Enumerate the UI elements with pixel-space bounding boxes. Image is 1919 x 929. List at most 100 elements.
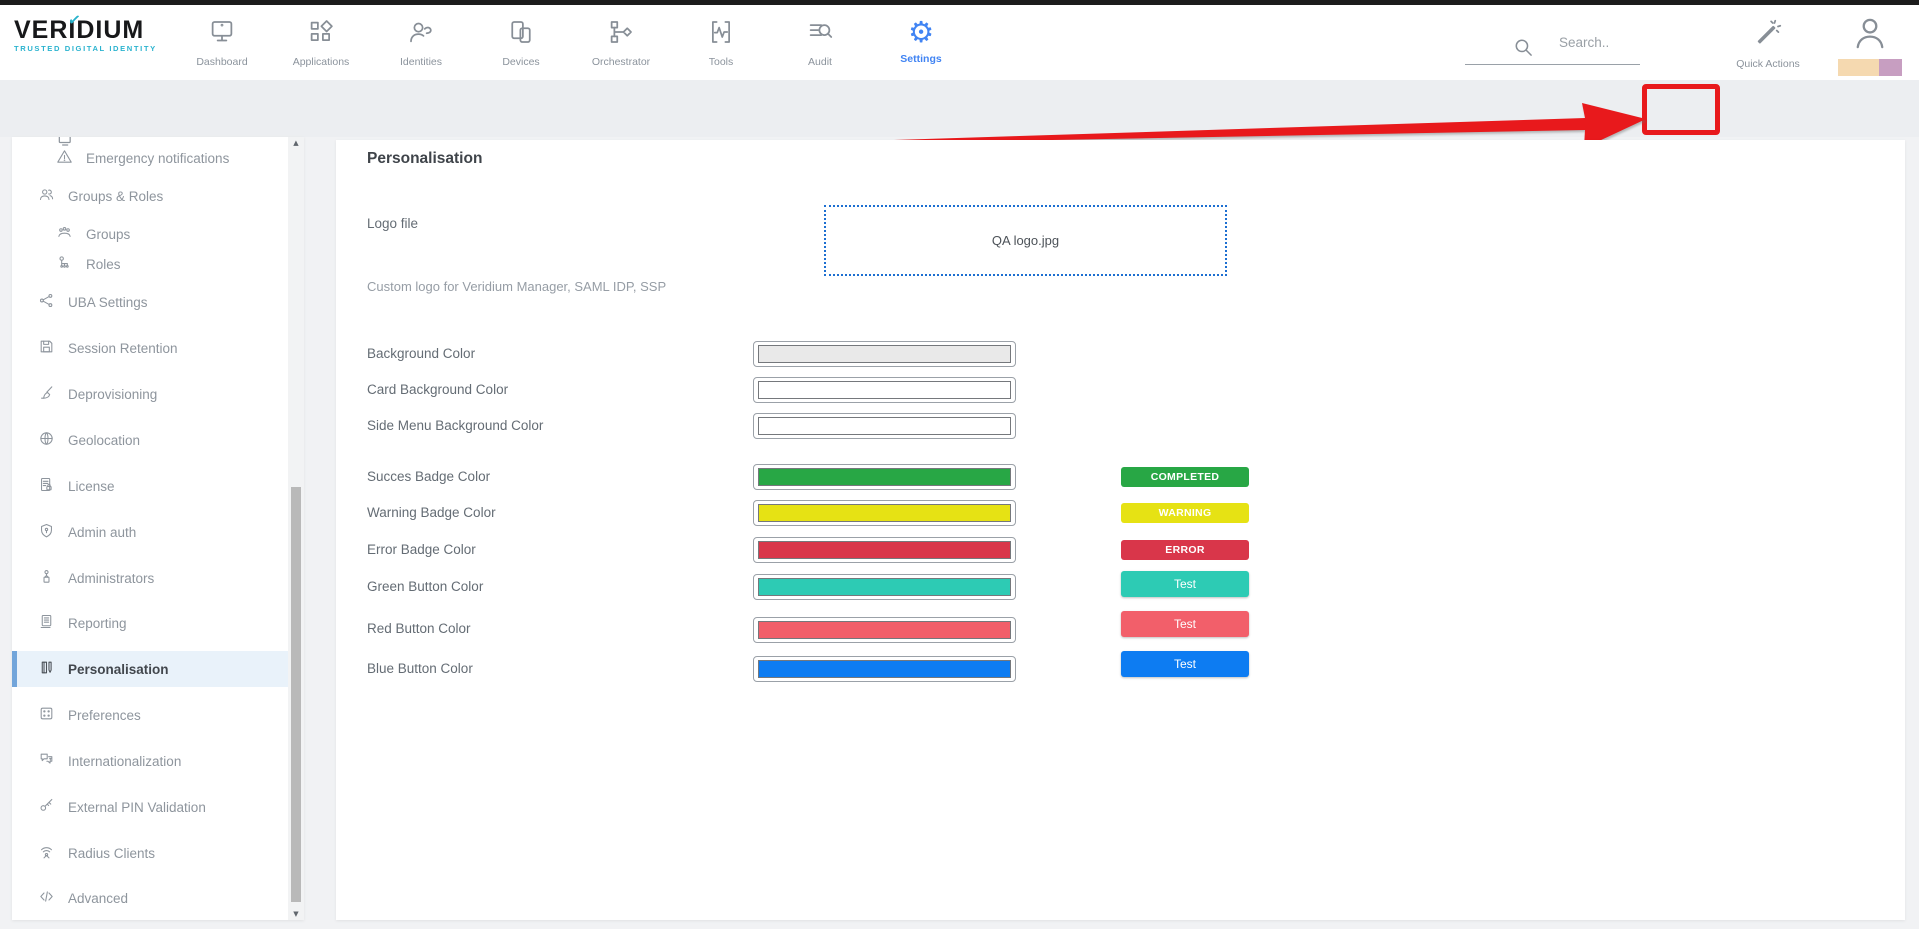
language-bubbles-icon — [38, 751, 55, 771]
red-button-color-field[interactable] — [753, 617, 1016, 643]
share-nodes-icon — [38, 292, 55, 312]
success-badge-color-field[interactable] — [753, 464, 1016, 490]
quick-actions-button[interactable]: Quick Actions — [1718, 17, 1818, 70]
sidebar-item-session-retention[interactable]: Session Retention — [12, 333, 288, 363]
side-menu-background-color-field[interactable] — [753, 413, 1016, 439]
nav-item-orchestrator[interactable]: Orchestrator — [571, 17, 671, 68]
sidebar-item-admin-auth[interactable]: Admin auth — [12, 517, 288, 547]
warning-triangle-icon — [56, 148, 73, 168]
gear-icon: ⚙ — [908, 15, 934, 49]
error-badge-color-label: Error Badge Color — [367, 542, 476, 557]
nav-item-applications[interactable]: Applications — [271, 17, 371, 68]
key-icon — [38, 797, 55, 817]
error-badge-color-field[interactable] — [753, 537, 1016, 563]
sidebar-item-emergency-notifications[interactable]: Emergency notifications — [12, 143, 288, 173]
search-icon — [1515, 39, 1532, 56]
globe-icon — [38, 430, 55, 450]
error-badge-color-swatch — [758, 541, 1011, 559]
breadcrumb-bar: Home / Settings / Personalisation Save R… — [0, 80, 1919, 203]
brand-tagline: TRUSTED DIGITAL IDENTITY — [14, 44, 157, 53]
avatar-person-icon — [1849, 18, 1891, 59]
background-color-swatch — [758, 345, 1011, 363]
sidebar-item-roles[interactable]: Roles — [12, 249, 288, 279]
sidebar-item-groups[interactable]: Groups — [12, 219, 288, 249]
nav-item-devices[interactable]: Devices — [471, 17, 571, 68]
green-button-color-label: Green Button Color — [367, 579, 484, 594]
scroll-down-arrow[interactable]: ▼ — [293, 910, 299, 918]
sidebar-item-geolocation[interactable]: Geolocation — [12, 425, 288, 455]
warning-badge-color-label: Warning Badge Color — [367, 505, 496, 520]
logo-file-dropzone[interactable]: QA logo.jpg — [824, 205, 1227, 276]
background-color-field[interactable] — [753, 341, 1016, 367]
sidebar-item-internationalization[interactable]: Internationalization — [12, 746, 288, 776]
magic-wand-icon — [1753, 19, 1783, 51]
red-button-color-label: Red Button Color — [367, 621, 471, 636]
side-menu-background-color-swatch — [758, 417, 1011, 435]
monitor-icon — [207, 17, 237, 49]
document-lock-icon — [38, 476, 55, 496]
search-box — [1465, 30, 1641, 65]
sidebar-item-uba-settings[interactable]: UBA Settings — [12, 287, 288, 317]
veridium-logo[interactable]: VERIDIUM ✓ TRUSTED DIGITAL IDENTITY — [14, 11, 184, 53]
warning-badge-color-field[interactable] — [753, 500, 1016, 526]
brand-wordmark: VERIDIUM ✓ — [14, 11, 184, 43]
red-button-color-swatch — [758, 621, 1011, 639]
success-badge-color-label: Succes Badge Color — [367, 469, 491, 484]
error-badge-preview: ERROR — [1121, 540, 1249, 560]
floppy-icon — [38, 338, 55, 358]
side-menu-background-color-label: Side Menu Background Color — [367, 418, 544, 433]
avatar-swatch-left — [1838, 59, 1879, 76]
sidebar-item-administrators[interactable]: Administrators — [12, 563, 288, 593]
scrollbar-thumb[interactable] — [291, 487, 301, 902]
org-tree-icon — [56, 254, 73, 274]
scroll-up-arrow[interactable]: ▲ — [293, 139, 299, 147]
nav-item-dashboard[interactable]: Dashboard — [172, 17, 272, 68]
pen-book-icon — [38, 659, 55, 679]
people-icon — [38, 186, 55, 206]
antenna-icon — [38, 843, 55, 863]
green-test-button[interactable]: Test — [1121, 571, 1249, 597]
settings-sidebar: Emergency notifications Groups & Roles G… — [12, 137, 304, 920]
user-avatar[interactable] — [1838, 13, 1902, 76]
blue-button-color-field[interactable] — [753, 656, 1016, 682]
top-black-strip — [0, 0, 1919, 5]
sidebar-scrollbar: ▲ ▼ — [288, 137, 304, 920]
success-badge-color-swatch — [758, 468, 1011, 486]
pulse-icon — [706, 17, 736, 49]
blue-button-color-swatch — [758, 660, 1011, 678]
sidebar-item-radius-clients[interactable]: Radius Clients — [12, 838, 288, 868]
nav-item-identities[interactable]: Identities — [371, 17, 471, 68]
sidebar-item-personalisation[interactable]: Personalisation — [12, 651, 288, 687]
blue-test-button[interactable]: Test — [1121, 651, 1249, 677]
group-circle-icon — [56, 224, 73, 244]
sidebar-item-license[interactable]: License — [12, 471, 288, 501]
sidebar-item-external-pin-validation[interactable]: External PIN Validation — [12, 792, 288, 822]
dots-panel-icon — [38, 705, 55, 725]
nav-item-audit[interactable]: Audit — [770, 17, 870, 68]
sidebar-item-partial[interactable] — [56, 137, 76, 146]
report-icon — [38, 613, 55, 633]
card-background-color-swatch — [758, 381, 1011, 399]
sidebar-item-advanced[interactable]: Advanced — [12, 883, 288, 913]
person-lock-icon — [38, 568, 55, 588]
app-squares-icon — [306, 17, 336, 49]
red-test-button[interactable]: Test — [1121, 611, 1249, 637]
logo-file-name: QA logo.jpg — [991, 233, 1060, 248]
card-background-color-label: Card Background Color — [367, 382, 509, 397]
logo-file-help-text: Custom logo for Veridium Manager, SAML I… — [367, 279, 667, 294]
background-color-label: Background Color — [367, 346, 476, 361]
logo-file-label: Logo file — [367, 216, 419, 231]
sidebar-item-preferences[interactable]: Preferences — [12, 700, 288, 730]
shield-lock-icon — [38, 522, 55, 542]
sidebar-item-groups-roles[interactable]: Groups & Roles — [12, 181, 288, 211]
person-icon — [406, 17, 436, 49]
green-button-color-field[interactable] — [753, 574, 1016, 600]
nav-item-settings[interactable]: ⚙ Settings — [900, 15, 942, 65]
sidebar-item-deprovisioning[interactable]: Deprovisioning — [12, 379, 288, 409]
code-icon — [38, 888, 55, 908]
card-background-color-field[interactable] — [753, 377, 1016, 403]
nav-item-tools[interactable]: Tools — [671, 17, 771, 68]
search-input[interactable] — [1557, 34, 1641, 51]
sidebar-item-reporting[interactable]: Reporting — [12, 608, 288, 638]
green-button-color-swatch — [758, 578, 1011, 596]
